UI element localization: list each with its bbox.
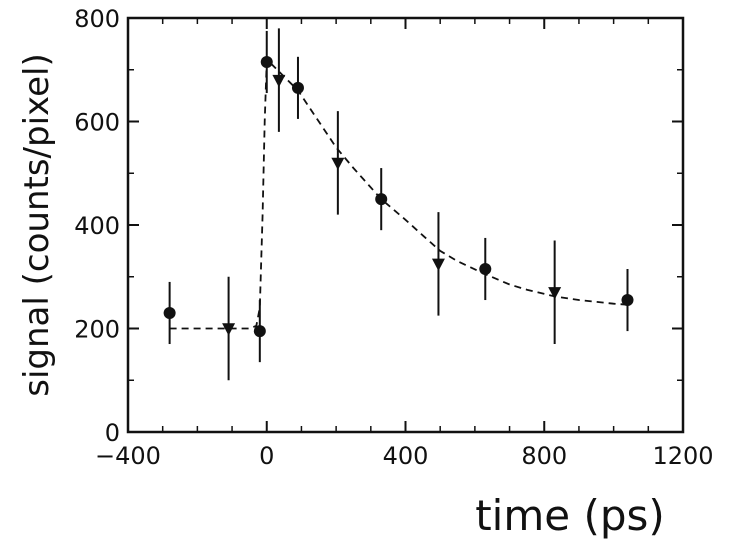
x-tick-label: −400 [95, 442, 161, 470]
data-point-circle [479, 262, 492, 275]
data-point-triangle [272, 74, 286, 88]
data-point-triangle [548, 287, 562, 300]
fit-curve [169, 57, 628, 330]
x-tick-label: 800 [521, 442, 567, 470]
data-point-circle [291, 81, 304, 94]
data-point-circle [375, 193, 388, 206]
data-point-circle [163, 306, 176, 319]
y-axis: 0 200 400 600 800 [74, 5, 683, 447]
data-markers [163, 55, 634, 338]
x-axis-title: time (ps) [475, 491, 665, 540]
x-tick-label: 1200 [652, 442, 713, 470]
y-tick-label: 200 [74, 316, 120, 344]
data-point-triangle [222, 323, 236, 336]
x-tick-label: 400 [383, 442, 429, 470]
y-tick-label: 600 [74, 109, 120, 137]
data-point-triangle [331, 157, 345, 171]
y-tick-label: 400 [74, 212, 120, 240]
y-axis-title: signal (counts/pixel) [17, 53, 57, 396]
data-point-triangle [431, 258, 445, 271]
x-tick-label: 0 [259, 442, 274, 470]
error-bars [168, 28, 629, 381]
x-axis: −400 0 400 800 1200 [95, 18, 714, 470]
plot-area-frame [126, 16, 685, 434]
data-point-circle [260, 55, 273, 68]
y-tick-label: 0 [105, 419, 120, 447]
data-point-circle [253, 325, 266, 338]
data-point-circle [621, 294, 634, 307]
y-tick-label: 800 [74, 5, 120, 33]
